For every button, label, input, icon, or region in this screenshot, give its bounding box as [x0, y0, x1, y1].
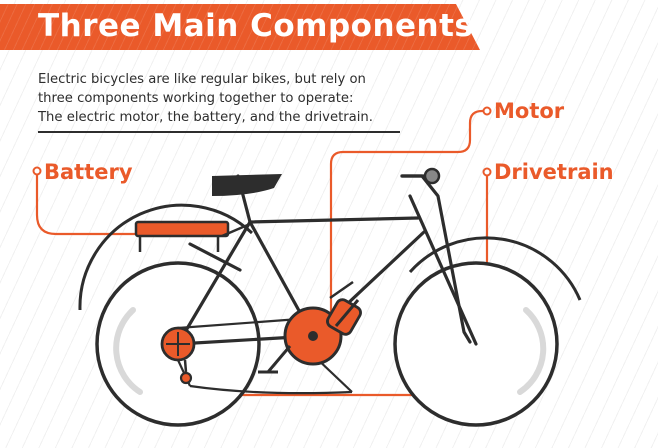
motor-connector — [329, 109, 489, 314]
front-wheel — [393, 236, 582, 427]
rear-cassette — [160, 326, 196, 385]
motor-label: Motor — [494, 99, 565, 123]
page-title: Three Main Components — [38, 8, 474, 44]
battery-connector — [35, 169, 138, 236]
battery-rack — [134, 220, 251, 252]
drivetrain-label: Drivetrain — [494, 160, 614, 184]
intro-line-2: three components working together to ope… — [38, 91, 354, 106]
intro-underline — [38, 131, 400, 133]
motor-dot-icon — [482, 106, 492, 116]
drivetrain-dot-icon — [482, 167, 492, 177]
battery-label: Battery — [44, 160, 133, 184]
battery-dot-icon — [32, 166, 42, 176]
intro-line-1: Electric bicycles are like regular bikes… — [38, 72, 366, 87]
intro-line-3: The electric motor, the battery, and the… — [38, 110, 373, 125]
rear-wheel — [78, 203, 261, 427]
motor — [258, 280, 362, 374]
bike-seat — [212, 174, 282, 196]
title-banner — [0, 4, 480, 50]
intro-text: Electric bicycles are like regular bikes… — [38, 70, 418, 127]
handlebar-grip — [423, 167, 441, 185]
